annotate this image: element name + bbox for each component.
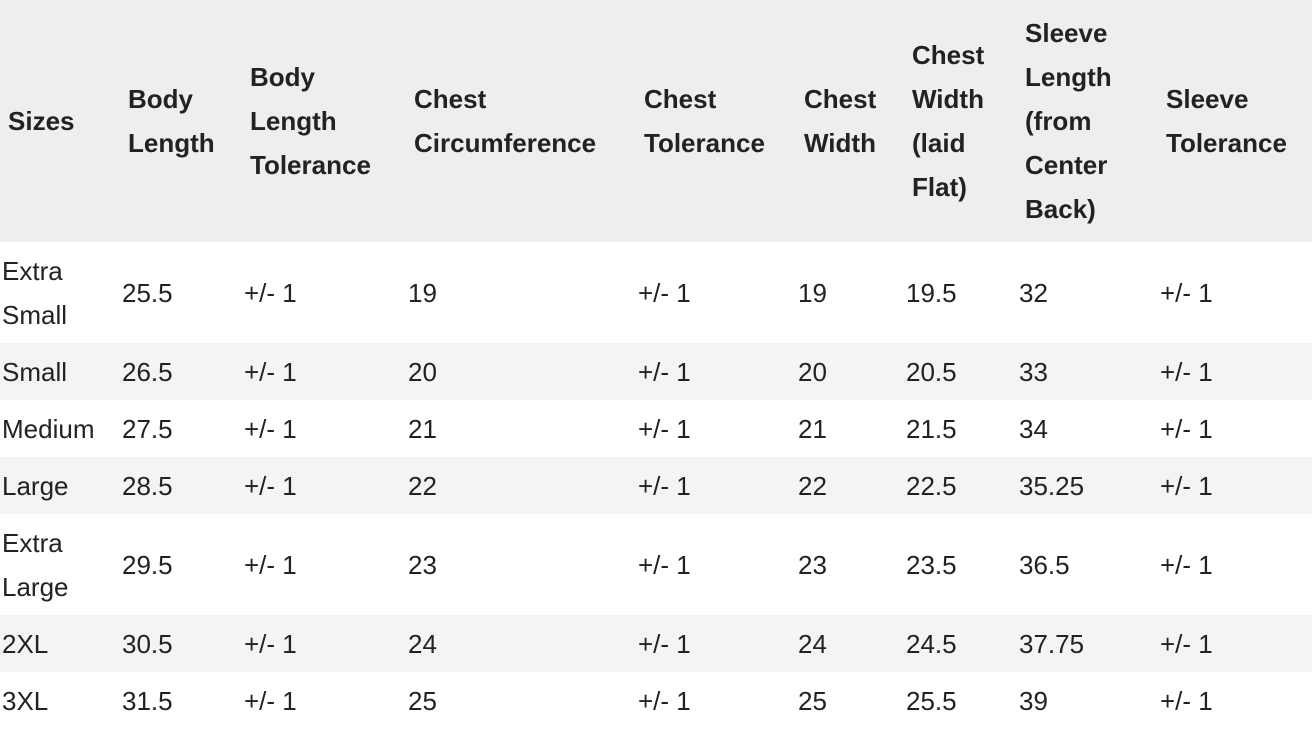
value-cell: 24.5 — [904, 615, 1017, 672]
table-row: Medium 27.5 +/- 1 21 +/- 1 21 21.5 34 +/- 1 — [0, 400, 1312, 457]
size-cell: 2XL — [0, 615, 120, 672]
value-cell: 24 — [796, 615, 904, 672]
size-cell: Extra Large — [0, 514, 120, 615]
size-cell: 3XL — [0, 672, 120, 729]
value-cell: +/- 1 — [636, 400, 796, 457]
value-cell: +/- 1 — [1158, 242, 1312, 343]
value-cell: 21.5 — [904, 400, 1017, 457]
value-cell: 21 — [796, 400, 904, 457]
table-body: Extra Small 25.5 +/- 1 19 +/- 1 19 19.5 32 +/- 1… — [0, 242, 1312, 729]
value-cell: 34 — [1017, 400, 1158, 457]
value-cell: 25.5 — [120, 242, 242, 343]
value-cell: 20 — [796, 343, 904, 400]
header-cell: Body Length Tolerance — [242, 0, 406, 242]
value-cell: 35.25 — [1017, 457, 1158, 514]
value-cell: 23 — [406, 514, 636, 615]
header-cell: Sleeve Length (from Center Back) — [1017, 0, 1158, 242]
table-row: Extra Small 25.5 +/- 1 19 +/- 1 19 19.5 32 +/- 1 — [0, 242, 1312, 343]
value-cell: 23 — [796, 514, 904, 615]
header-cell: Body Length — [120, 0, 242, 242]
header-cell: Sizes — [0, 0, 120, 242]
value-cell: 19 — [406, 242, 636, 343]
value-cell: +/- 1 — [242, 400, 406, 457]
value-cell: 39 — [1017, 672, 1158, 729]
value-cell: 22.5 — [904, 457, 1017, 514]
value-cell: +/- 1 — [242, 672, 406, 729]
value-cell: +/- 1 — [636, 514, 796, 615]
value-cell: +/- 1 — [636, 457, 796, 514]
value-cell: +/- 1 — [636, 615, 796, 672]
table-row: 3XL 31.5 +/- 1 25 +/- 1 25 25.5 39 +/- 1 — [0, 672, 1312, 729]
value-cell: 20.5 — [904, 343, 1017, 400]
value-cell: 33 — [1017, 343, 1158, 400]
value-cell: 24 — [406, 615, 636, 672]
value-cell: +/- 1 — [242, 343, 406, 400]
size-cell: Medium — [0, 400, 120, 457]
value-cell: +/- 1 — [242, 615, 406, 672]
table-row: 2XL 30.5 +/- 1 24 +/- 1 24 24.5 37.75 +/- 1 — [0, 615, 1312, 672]
header-cell: Chest Circumference — [406, 0, 636, 242]
header-cell: Chest Tolerance — [636, 0, 796, 242]
value-cell: 31.5 — [120, 672, 242, 729]
value-cell: 37.75 — [1017, 615, 1158, 672]
value-cell: +/- 1 — [1158, 400, 1312, 457]
value-cell: 19 — [796, 242, 904, 343]
value-cell: 28.5 — [120, 457, 242, 514]
value-cell: 21 — [406, 400, 636, 457]
header-cell: Chest Width — [796, 0, 904, 242]
value-cell: +/- 1 — [242, 242, 406, 343]
header-row: Sizes Body Length Body Length Tolerance Che… — [0, 0, 1312, 242]
header-cell: Sleeve Tolerance — [1158, 0, 1312, 242]
value-cell: +/- 1 — [636, 343, 796, 400]
value-cell: +/- 1 — [1158, 514, 1312, 615]
value-cell: 32 — [1017, 242, 1158, 343]
value-cell: 30.5 — [120, 615, 242, 672]
value-cell: 19.5 — [904, 242, 1017, 343]
size-cell: Extra Small — [0, 242, 120, 343]
value-cell: 26.5 — [120, 343, 242, 400]
value-cell: 25 — [406, 672, 636, 729]
value-cell: +/- 1 — [636, 242, 796, 343]
value-cell: +/- 1 — [242, 514, 406, 615]
size-cell: Large — [0, 457, 120, 514]
table-row: Large 28.5 +/- 1 22 +/- 1 22 22.5 35.25 +/- 1 — [0, 457, 1312, 514]
value-cell: 29.5 — [120, 514, 242, 615]
value-cell: +/- 1 — [242, 457, 406, 514]
value-cell: +/- 1 — [636, 672, 796, 729]
value-cell: +/- 1 — [1158, 672, 1312, 729]
header-cell: Chest Width (laid Flat) — [904, 0, 1017, 242]
value-cell: +/- 1 — [1158, 457, 1312, 514]
value-cell: 36.5 — [1017, 514, 1158, 615]
table-row: Extra Large 29.5 +/- 1 23 +/- 1 23 23.5 36.5 +/-… — [0, 514, 1312, 615]
value-cell: 20 — [406, 343, 636, 400]
value-cell: 22 — [406, 457, 636, 514]
value-cell: 25.5 — [904, 672, 1017, 729]
value-cell: +/- 1 — [1158, 343, 1312, 400]
table-row: Small 26.5 +/- 1 20 +/- 1 20 20.5 33 +/- 1 — [0, 343, 1312, 400]
value-cell: 22 — [796, 457, 904, 514]
size-cell: Small — [0, 343, 120, 400]
value-cell: +/- 1 — [1158, 615, 1312, 672]
value-cell: 23.5 — [904, 514, 1017, 615]
value-cell: 25 — [796, 672, 904, 729]
value-cell: 27.5 — [120, 400, 242, 457]
